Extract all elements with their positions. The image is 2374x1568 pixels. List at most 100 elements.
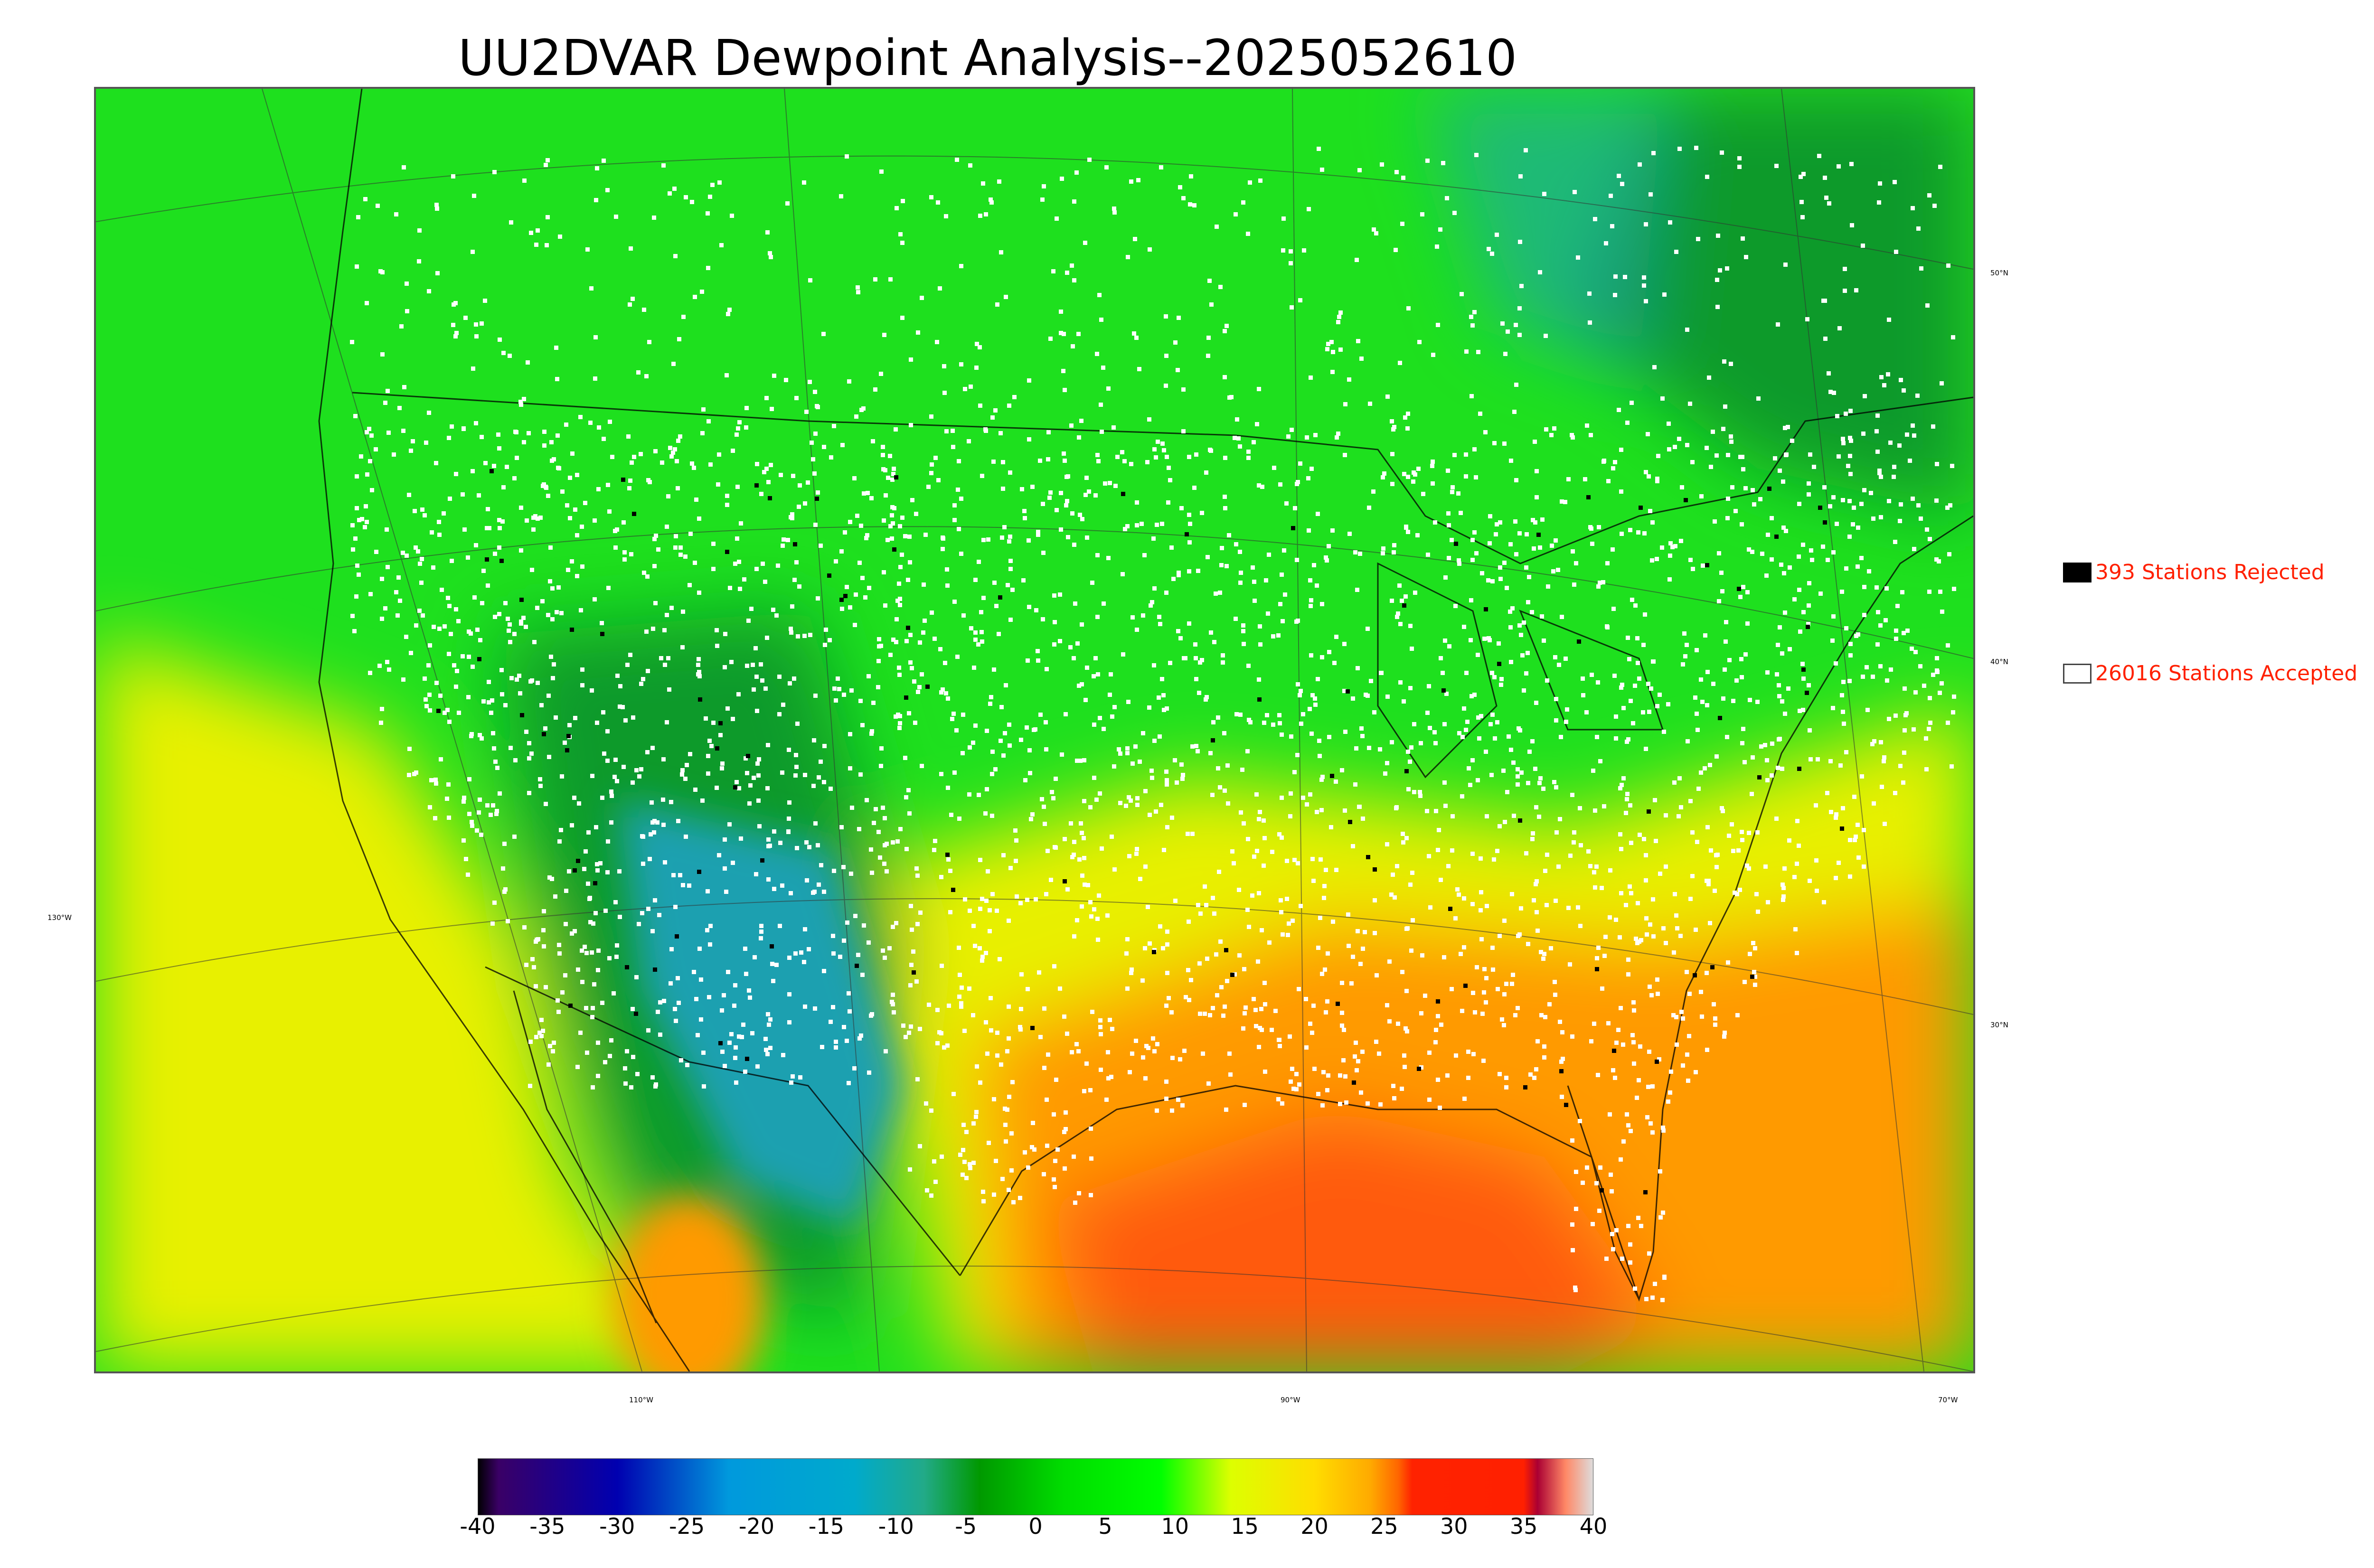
station-accepted [615, 527, 619, 532]
station-accepted [1324, 868, 1328, 872]
station-accepted [1817, 154, 1821, 158]
station-accepted [737, 786, 741, 790]
station-accepted [354, 594, 358, 599]
station-accepted [404, 635, 408, 639]
station-accepted [1001, 753, 1006, 758]
station-accepted [527, 756, 531, 761]
station-accepted [726, 312, 730, 316]
station-accepted [1831, 495, 1836, 499]
station-accepted [904, 1035, 908, 1039]
station-accepted [1165, 778, 1169, 782]
station-accepted [532, 640, 537, 644]
station-accepted [891, 638, 895, 642]
station-accepted [1099, 1068, 1103, 1072]
station-accepted [407, 493, 411, 497]
station-accepted [1739, 657, 1743, 661]
station-accepted [1786, 686, 1790, 691]
station-accepted [929, 471, 933, 475]
legend-rejected: 393 Stations Rejected [2063, 560, 2325, 584]
station-accepted [377, 664, 382, 668]
station-accepted [1743, 760, 1747, 764]
station-accepted [1677, 147, 1682, 151]
station-accepted [492, 464, 496, 468]
station-accepted [891, 521, 895, 526]
station-accepted [1162, 448, 1166, 452]
station-accepted [1703, 633, 1707, 638]
station-accepted [1681, 1063, 1685, 1068]
station-accepted [1366, 1101, 1370, 1106]
station-accepted [472, 595, 477, 600]
station-accepted [1105, 913, 1110, 918]
station-accepted [494, 812, 499, 816]
station-accepted [1554, 785, 1558, 789]
station-accepted [566, 568, 570, 572]
station-accepted [1476, 653, 1480, 657]
station-accepted [1593, 885, 1597, 890]
station-rejected [520, 713, 524, 717]
station-accepted [1758, 497, 1762, 501]
station-accepted [1038, 1035, 1043, 1039]
station-accepted [1603, 935, 1608, 939]
station-accepted [618, 684, 622, 688]
station-accepted [477, 810, 481, 815]
station-accepted [1157, 695, 1161, 700]
station-accepted [1596, 1073, 1600, 1077]
station-accepted [1299, 689, 1303, 693]
station-accepted [1621, 1042, 1625, 1047]
station-accepted [909, 423, 913, 427]
station-accepted [990, 814, 994, 818]
station-accepted [1862, 585, 1866, 589]
station-accepted [1338, 347, 1343, 352]
station-accepted [1257, 1045, 1261, 1049]
station-accepted [1149, 603, 1153, 608]
station-rejected [1436, 999, 1440, 1004]
station-accepted [1911, 423, 1915, 428]
station-accepted [720, 1008, 724, 1013]
station-accepted [1072, 840, 1076, 844]
station-accepted [1937, 559, 1941, 563]
station-rejected [576, 859, 580, 863]
station-accepted [1647, 710, 1651, 714]
station-accepted [1385, 695, 1390, 699]
station-accepted [981, 181, 985, 186]
station-accepted [1477, 736, 1481, 741]
station-accepted [832, 686, 837, 691]
station-accepted [836, 676, 840, 681]
station-accepted [592, 982, 596, 986]
station-accepted [1281, 932, 1285, 937]
station-accepted [930, 610, 934, 615]
station-accepted [674, 534, 678, 538]
station-accepted [1614, 1041, 1619, 1045]
station-accepted [973, 723, 978, 728]
station-accepted [1940, 681, 1944, 685]
station-accepted [840, 607, 844, 611]
station-accepted [984, 951, 988, 955]
station-accepted [509, 676, 514, 680]
station-accepted [602, 159, 606, 163]
station-accepted [1391, 873, 1395, 877]
station-accepted [1887, 717, 1891, 721]
station-accepted [879, 746, 884, 751]
station-accepted [558, 235, 562, 239]
station-accepted [1338, 1102, 1342, 1106]
station-accepted [1520, 653, 1525, 657]
station-accepted [553, 894, 557, 899]
station-accepted [1063, 459, 1067, 463]
station-accepted [697, 670, 701, 674]
station-accepted [1096, 672, 1100, 676]
station-accepted [590, 688, 594, 693]
station-accepted [1285, 897, 1289, 901]
station-accepted [860, 576, 865, 580]
station-accepted [1063, 837, 1067, 841]
station-accepted [1087, 158, 1092, 162]
station-accepted [1719, 571, 1724, 575]
station-accepted [1898, 519, 1902, 523]
station-accepted [1843, 267, 1847, 271]
station-accepted [817, 775, 821, 779]
station-accepted [1395, 615, 1399, 619]
dewpoint-map[interactable] [94, 87, 1975, 1373]
station-accepted [1653, 798, 1657, 802]
station-accepted [1252, 580, 1256, 584]
station-accepted [1130, 761, 1135, 766]
station-accepted [1792, 875, 1797, 879]
